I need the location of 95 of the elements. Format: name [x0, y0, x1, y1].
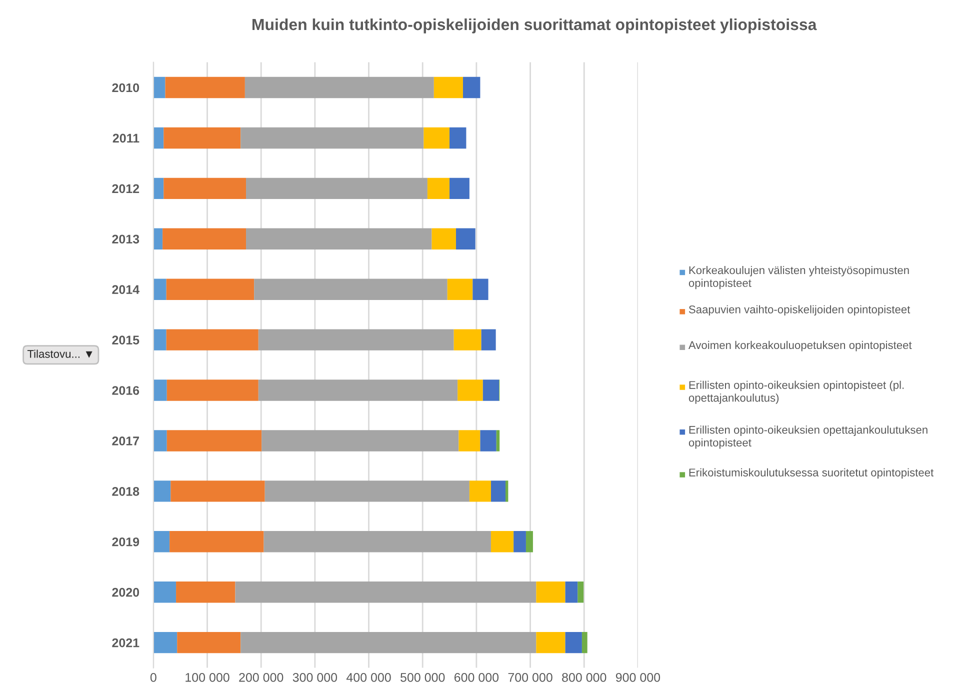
bar	[166, 380, 258, 401]
bar	[450, 178, 470, 200]
bar	[153, 632, 178, 654]
bar	[264, 531, 491, 552]
bar	[246, 178, 428, 200]
bar	[536, 582, 566, 603]
chart-title: Muiden kuin tutkinto-opiskelijoiden suorittamat opintopisteet yliopistoissa	[252, 18, 817, 34]
x-tick-label: 300 000	[292, 672, 338, 682]
x-tick-label: 200 000	[239, 672, 284, 682]
bar	[153, 531, 170, 552]
x-tick-label: 0	[150, 672, 156, 682]
bar	[153, 380, 167, 401]
bar	[153, 76, 166, 98]
y-tick-label: 2014	[112, 285, 140, 294]
bar	[481, 329, 496, 350]
y-tick-label: 2012	[112, 184, 140, 194]
bar	[170, 531, 264, 552]
bar	[458, 430, 480, 452]
bar	[153, 278, 166, 300]
y-tick-label: 2010	[112, 83, 140, 92]
y-tick-label: 2017	[112, 436, 139, 446]
legend-label: Erillisten opinto-oikeuksien opintopisteet (pl. opettajankoulutus)	[688, 380, 904, 404]
bar	[162, 228, 246, 250]
bar	[456, 228, 476, 250]
bar	[496, 430, 500, 452]
bar	[153, 127, 164, 149]
x-tick-label: 600 000	[454, 672, 499, 682]
bar	[506, 480, 508, 502]
bar	[582, 632, 588, 654]
bar	[565, 582, 578, 603]
x-tick-label: 500 000	[400, 672, 445, 682]
bar	[153, 329, 166, 350]
x-tick-label: 400 000	[346, 672, 391, 682]
bar	[454, 329, 482, 350]
legend-label: Erikoistumiskoulutuksessa suoritetut opintopisteet	[689, 468, 934, 479]
bar	[258, 380, 458, 401]
bar	[424, 127, 450, 149]
x-tick-label: 800 000	[562, 672, 606, 682]
y-tick-label: 2015	[112, 336, 140, 344]
bar	[153, 480, 171, 502]
bar	[240, 632, 536, 654]
x-tick-label: 900 000	[616, 672, 660, 682]
bar	[170, 480, 265, 502]
bar	[166, 430, 262, 452]
bar	[482, 380, 500, 401]
bar	[164, 127, 241, 149]
bar	[536, 632, 566, 654]
y-tick-label: 2021	[112, 638, 140, 648]
bar	[176, 582, 236, 603]
legend-label: Korkeakoulujen välisten yhteistyösopimusten opintopisteet	[688, 266, 909, 290]
bar	[450, 127, 466, 149]
legend-label: Saapuvien vaihto-opiskelijoiden opintopisteet	[688, 305, 910, 316]
bar	[235, 582, 536, 603]
bar	[165, 76, 245, 98]
y-tick-label: 2013	[112, 234, 140, 244]
bar	[458, 380, 483, 401]
bar	[514, 531, 526, 552]
bar	[427, 178, 450, 200]
bar	[490, 531, 514, 552]
bar	[244, 76, 434, 98]
bar	[164, 178, 246, 200]
bar	[472, 278, 488, 300]
bar	[177, 632, 241, 654]
bar	[264, 480, 470, 502]
bar	[240, 127, 424, 149]
y-tick-label: 2018	[112, 486, 140, 496]
y-tick-label: 2019	[112, 537, 140, 546]
bar	[166, 278, 254, 300]
bar	[246, 228, 432, 250]
bar	[262, 430, 459, 452]
bar	[490, 480, 506, 502]
y-tick-label: 2020	[112, 588, 140, 597]
bar	[258, 329, 454, 350]
x-tick-label: 100 000	[186, 672, 230, 682]
bar	[166, 329, 258, 350]
bar	[462, 76, 480, 98]
y-tick-label: 2011	[112, 134, 140, 143]
bar	[578, 582, 584, 603]
bar	[469, 480, 491, 502]
x-tick-label: 700 000	[508, 672, 552, 682]
bar	[153, 430, 167, 452]
bar	[153, 228, 163, 250]
legend-label: Avoimen korkeakouluopetuksen opintopisteet	[688, 340, 912, 352]
bar	[565, 632, 582, 654]
bar	[434, 76, 463, 98]
bar	[432, 228, 456, 250]
bar	[447, 278, 473, 300]
legend-label: Erillisten opinto-oikeuksien opettajankoulutuksen opintopisteet	[688, 426, 928, 449]
bar	[153, 178, 164, 200]
text: Tilastovu... ▼	[27, 350, 92, 358]
bar	[526, 531, 533, 552]
y-tick-label: 2016	[112, 386, 140, 395]
bar	[153, 582, 176, 603]
bar	[480, 430, 496, 452]
bar	[254, 278, 448, 300]
